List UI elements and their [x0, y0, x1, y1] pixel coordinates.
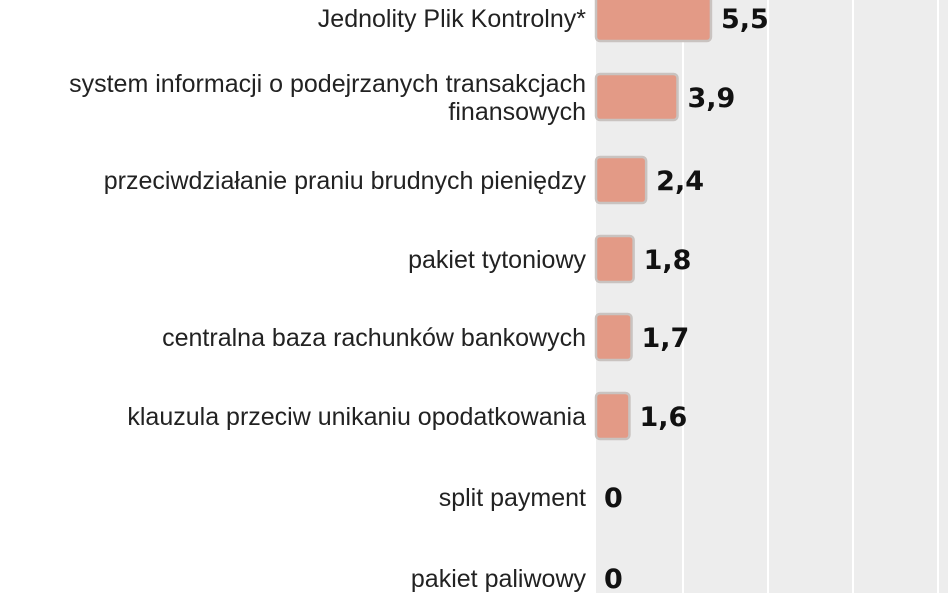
value-label-7: 0 — [604, 483, 623, 514]
bars — [594, 0, 713, 441]
gridlines — [682, 0, 939, 593]
bar-3 — [594, 155, 648, 205]
category-label-7: split payment — [439, 484, 586, 512]
value-label-3: 2,4 — [656, 166, 704, 197]
bar-1 — [594, 0, 713, 43]
category-label-2: system informacji o podejrzanych transak… — [69, 70, 586, 126]
bar-4 — [594, 234, 635, 284]
bar-2 — [594, 72, 679, 122]
value-label-8: 0 — [604, 564, 623, 593]
value-label-4: 1,8 — [644, 245, 692, 276]
category-label-1: Jednolity Plik Kontrolny* — [318, 5, 586, 33]
value-label-1: 5,5 — [721, 4, 769, 35]
bar-5 — [594, 312, 633, 362]
category-label-8: pakiet paliwowy — [411, 565, 587, 593]
value-label-2: 3,9 — [688, 83, 736, 114]
category-label-4: pakiet tytoniowy — [408, 246, 586, 274]
category-label-6: klauzula przeciw unikaniu opodatkowania — [127, 403, 586, 431]
category-labels: Jednolity Plik Kontrolny* system informac… — [69, 5, 586, 593]
value-labels: 5,5 3,9 2,4 1,8 1,7 1,6 0 0 — [604, 4, 769, 593]
category-label-5: centralna baza rachunków bankowych — [162, 324, 586, 352]
value-label-5: 1,7 — [642, 323, 690, 354]
category-label-3: przeciwdziałanie praniu brudnych pienięd… — [104, 167, 587, 195]
value-label-6: 1,6 — [639, 402, 687, 433]
bar-6 — [594, 391, 631, 441]
